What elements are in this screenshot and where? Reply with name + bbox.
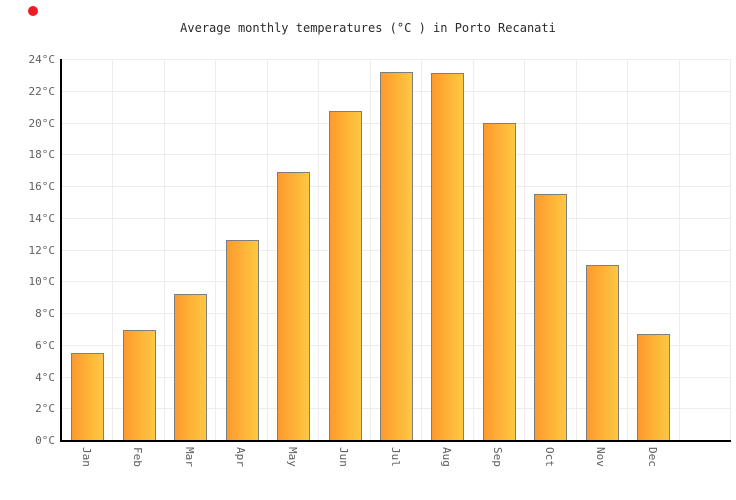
x-tick-label: Sep	[491, 447, 505, 467]
v-gridline	[472, 59, 474, 440]
y-tick-label: 6°C	[35, 338, 55, 352]
y-tick-label: 14°C	[28, 211, 56, 225]
chart-title: Average monthly temperatures (°C ) in Po…	[180, 21, 556, 35]
bar-dec[interactable]	[637, 333, 671, 440]
bar-jan[interactable]	[71, 352, 105, 440]
x-tick-label: Dec	[645, 447, 659, 467]
bar-sep[interactable]	[482, 122, 516, 440]
y-tick-label: 8°C	[35, 307, 55, 320]
x-tick-label: Mar	[182, 447, 196, 467]
plot-area	[60, 59, 731, 442]
v-gridline	[678, 59, 680, 440]
bar-may[interactable]	[277, 171, 311, 440]
red-dot-indicator	[28, 6, 38, 16]
bar-apr[interactable]	[225, 239, 259, 440]
x-tick-label: May	[285, 447, 299, 467]
y-tick-label: 18°C	[28, 148, 56, 162]
y-tick-label: 2°C	[35, 402, 55, 416]
y-tick-label: 16°C	[28, 180, 56, 193]
v-gridline	[627, 59, 629, 440]
v-gridline	[318, 59, 320, 440]
y-tick-label: 12°C	[28, 243, 56, 257]
bar-oct[interactable]	[534, 193, 568, 440]
bar-nov[interactable]	[585, 265, 619, 440]
y-tick-label: 22°C	[28, 84, 56, 98]
bar-mar[interactable]	[174, 293, 208, 440]
x-tick-label: Oct	[542, 447, 556, 467]
y-tick-label: 4°C	[35, 370, 55, 384]
x-tick-label: Apr	[234, 447, 248, 467]
v-gridline	[421, 59, 423, 440]
bar-jul[interactable]	[380, 71, 413, 440]
bar-feb[interactable]	[122, 330, 156, 440]
x-tick-label: Feb	[131, 447, 145, 467]
x-tick-label: Aug	[439, 447, 453, 467]
y-tick-label: 0°C	[35, 434, 55, 447]
x-tick-label: Nov	[594, 447, 608, 467]
y-tick-label: 20°C	[28, 116, 56, 130]
h-gridline	[62, 59, 731, 60]
v-gridline	[163, 59, 165, 440]
x-tick-label: Jul	[388, 447, 402, 467]
v-gridline	[266, 59, 268, 440]
bar-aug[interactable]	[431, 73, 465, 440]
v-gridline	[112, 59, 114, 440]
x-tick-label: Jan	[79, 447, 93, 467]
v-gridline	[215, 59, 217, 440]
v-gridline	[575, 59, 577, 440]
y-tick-label: 24°C	[28, 53, 56, 66]
bar-jun[interactable]	[328, 111, 362, 440]
y-tick-label: 10°C	[28, 275, 56, 289]
v-gridline	[730, 59, 731, 440]
x-tick-label: Jun	[337, 447, 351, 467]
v-gridline	[524, 59, 526, 440]
v-gridline	[369, 59, 371, 440]
